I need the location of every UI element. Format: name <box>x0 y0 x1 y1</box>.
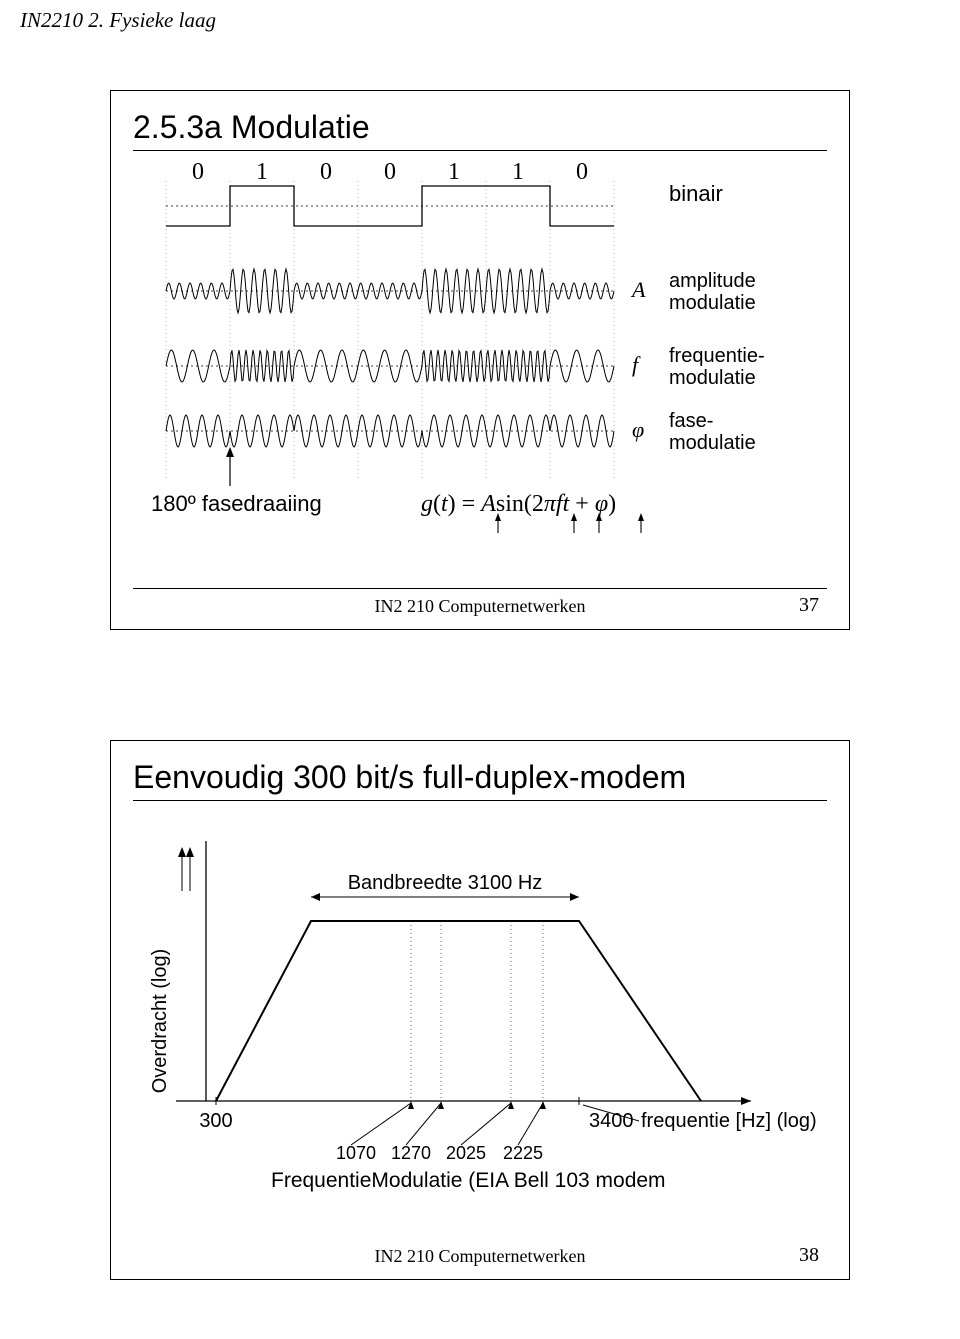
svg-text:fase-: fase- <box>669 410 713 432</box>
page-header: IN2210 2. Fysieke laag <box>20 8 216 33</box>
modem-diagram: Overdracht (log)Bandbreedte 3100 Hz30034… <box>111 801 851 1231</box>
svg-text:A: A <box>630 277 646 302</box>
svg-text:Bandbreedte 3100 Hz: Bandbreedte 3100 Hz <box>348 872 543 894</box>
svg-text:0: 0 <box>576 159 588 185</box>
slide1-bottom-rule <box>133 588 827 589</box>
modulatie-diagram: 0100110binairAamplitudemodulatieffrequen… <box>111 151 851 571</box>
svg-text:amplitude: amplitude <box>669 270 756 292</box>
svg-text:frequentie [Hz] (log): frequentie [Hz] (log) <box>641 1110 817 1132</box>
svg-text:modulatie: modulatie <box>669 292 756 314</box>
svg-text:0: 0 <box>320 159 332 185</box>
svg-text:1070: 1070 <box>336 1143 376 1163</box>
svg-text:f: f <box>632 352 641 377</box>
svg-text:modulatie: modulatie <box>669 432 756 454</box>
slide1-title: 2.5.3a Modulatie <box>133 109 827 146</box>
svg-text:FrequentieModulatie (EIA Bell: FrequentieModulatie (EIA Bell 103 modem <box>271 1169 666 1192</box>
slide1-pagenum: 37 <box>799 594 819 617</box>
svg-text:0: 0 <box>192 159 204 185</box>
svg-text:φ: φ <box>632 417 644 442</box>
svg-text:1270: 1270 <box>391 1143 431 1163</box>
svg-text:binair: binair <box>669 181 723 206</box>
svg-text:g(t) = Asin(2πft + φ): g(t) = Asin(2πft + φ) <box>421 491 616 517</box>
svg-text:2025: 2025 <box>446 1143 486 1163</box>
svg-text:frequentie-: frequentie- <box>669 345 765 367</box>
slide2-title: Eenvoudig 300 bit/s full-duplex-modem <box>133 759 827 796</box>
page: IN2210 2. Fysieke laag 2.5.3a Modulatie … <box>0 0 960 1339</box>
svg-text:1: 1 <box>256 159 268 185</box>
svg-text:modulatie: modulatie <box>669 367 756 389</box>
svg-text:180º fasedraaiing: 180º fasedraaiing <box>151 491 322 516</box>
svg-text:1: 1 <box>512 159 524 185</box>
slide-modem: Eenvoudig 300 bit/s full-duplex-modem Ov… <box>110 740 850 1280</box>
slide1-footer: IN2 210 Computernetwerken <box>111 596 849 617</box>
svg-text:1: 1 <box>448 159 460 185</box>
slide-modulatie: 2.5.3a Modulatie 0 1 0 0 1 1 0 binair Aamplitude… <box>110 90 850 630</box>
svg-text:300: 300 <box>199 1110 232 1132</box>
slide2-footer: IN2 210 Computernetwerken <box>111 1246 849 1267</box>
svg-text:0: 0 <box>384 159 396 185</box>
svg-text:2225: 2225 <box>503 1143 543 1163</box>
slide2-pagenum: 38 <box>799 1244 819 1267</box>
svg-text:Overdracht (log): Overdracht (log) <box>149 949 171 1094</box>
